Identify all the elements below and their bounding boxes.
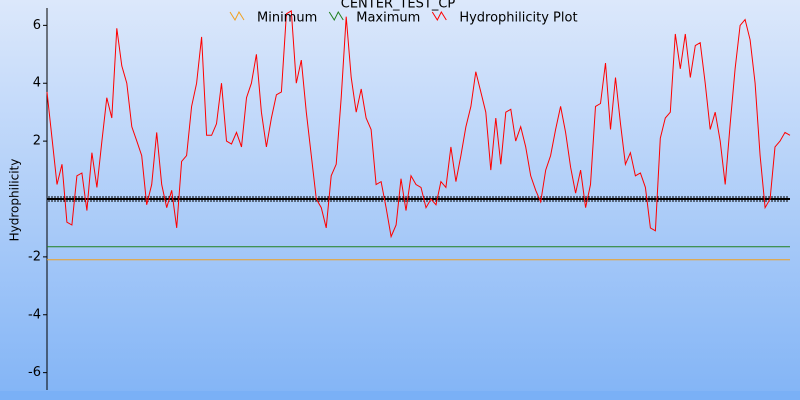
y-tick-label: -4 bbox=[28, 307, 41, 322]
y-tick-label: -6 bbox=[28, 365, 41, 380]
legend-label: Minimum bbox=[257, 11, 317, 26]
y-tick-label: 4 bbox=[33, 76, 41, 91]
legend-icon bbox=[328, 10, 344, 22]
legend-icon bbox=[431, 10, 447, 22]
legend-label: Maximum bbox=[356, 11, 420, 26]
y-tick-label: 2 bbox=[33, 134, 41, 149]
data-line bbox=[46, 10, 791, 239]
legend-icon bbox=[229, 10, 245, 22]
footer-band bbox=[0, 391, 800, 400]
baseline-hatches bbox=[48, 196, 788, 202]
y-tick-label: 6 bbox=[33, 18, 41, 33]
y-tick-label: -2 bbox=[28, 249, 41, 264]
chart-title: CENTER_TEST_CP bbox=[341, 0, 456, 12]
legend-label: Hydrophilicity Plot bbox=[459, 11, 577, 26]
y-axis-label: Hydrophilicity bbox=[8, 159, 22, 242]
